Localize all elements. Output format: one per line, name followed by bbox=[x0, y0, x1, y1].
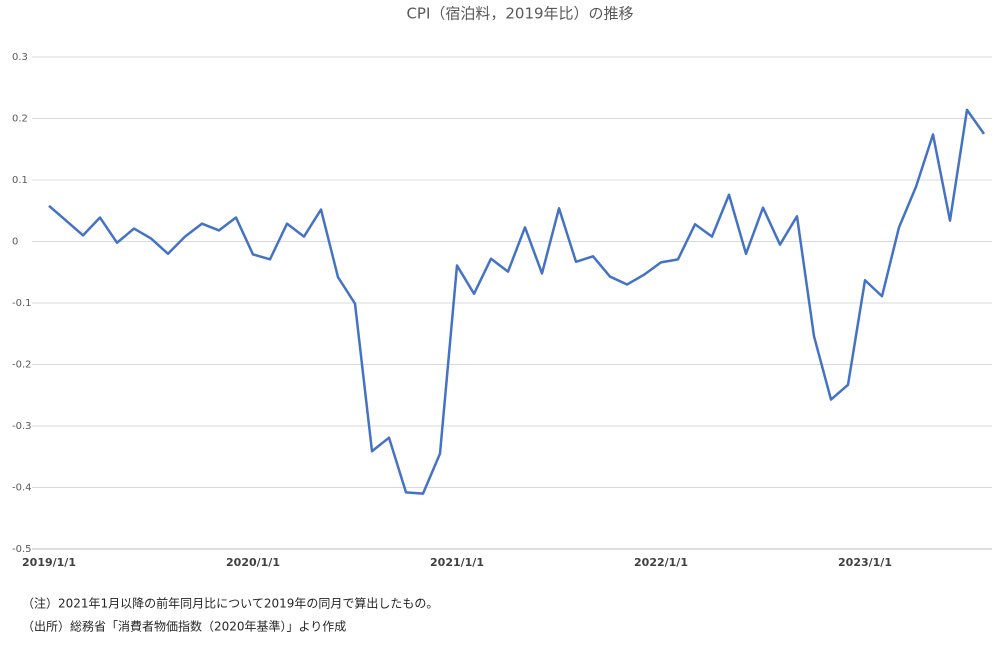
x-tick-label: 2021/1/1 bbox=[430, 556, 484, 569]
y-tick-label: 0.2 bbox=[12, 114, 28, 125]
y-tick-label: -0.4 bbox=[12, 483, 32, 494]
x-tick-label: 2022/1/1 bbox=[634, 556, 688, 569]
y-tick-label: 0.1 bbox=[12, 175, 28, 186]
chart-title: CPI（宿泊料，2019年比）の推移 bbox=[406, 5, 633, 23]
y-tick-label: -0.2 bbox=[12, 360, 32, 371]
y-tick-label: -0.5 bbox=[12, 544, 32, 555]
x-tick-label: 2023/1/1 bbox=[838, 556, 892, 569]
x-tick-label: 2019/1/1 bbox=[22, 556, 76, 569]
y-tick-label: -0.1 bbox=[12, 298, 32, 309]
y-tick-label: 0 bbox=[12, 237, 18, 248]
y-tick-label: -0.3 bbox=[12, 421, 32, 432]
note: （注）2021年1月以降の前年同月比について2019年の同月で算出したもの。 bbox=[22, 596, 438, 611]
note: （出所）総務省「消費者物価指数（2020年基準）」より作成 bbox=[22, 619, 346, 634]
x-tick-label: 2020/1/1 bbox=[226, 556, 280, 569]
data-line bbox=[48, 108, 986, 495]
y-tick-label: 0.3 bbox=[12, 52, 28, 63]
